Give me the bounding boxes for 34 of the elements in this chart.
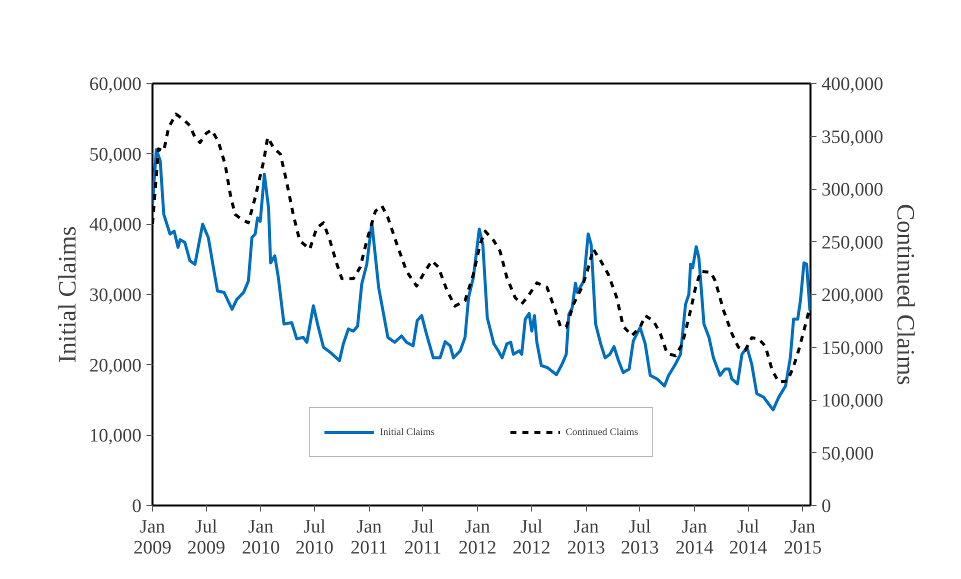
y-tick-label: 10,000 bbox=[89, 426, 142, 447]
y-tick-label: 20,000 bbox=[89, 355, 142, 376]
x-tick-label: Jul 2013 bbox=[620, 516, 659, 558]
y-axis-title: Initial Claims bbox=[54, 226, 82, 363]
line-series bbox=[152, 148, 810, 412]
x-tick-label: Jan 2011 bbox=[350, 516, 388, 558]
x-tick-label: Jul 2010 bbox=[296, 516, 334, 558]
x-tick-label: Jan 2013 bbox=[567, 516, 606, 558]
y-tick-label: 30,000 bbox=[89, 285, 142, 306]
x-tick-label: Jul 2012 bbox=[512, 516, 551, 558]
y-tick-label: 0 bbox=[132, 496, 142, 517]
legend-label: Initial Claims bbox=[380, 426, 435, 438]
x-tick-label: Jan 2015 bbox=[784, 516, 822, 558]
y2-tick-label: 250,000 bbox=[822, 232, 884, 254]
legend-label: Continued Claims bbox=[566, 426, 638, 438]
y2-axis-title: Continued Claims bbox=[891, 204, 918, 386]
x-tick-label: Jan 2012 bbox=[458, 516, 496, 558]
y2-tick-label: 150,000 bbox=[822, 338, 884, 359]
x-tick-label: Jan 2010 bbox=[242, 516, 280, 558]
x-tick-label: Jan 2014 bbox=[675, 516, 714, 558]
x-tick-label: Jul 2009 bbox=[187, 516, 226, 558]
x-tick-label: Jan 2009 bbox=[134, 516, 172, 558]
y2-tick-label: 50,000 bbox=[822, 443, 874, 464]
x-tick-label: Jul 2011 bbox=[404, 516, 442, 558]
y2-tick-label: 0 bbox=[822, 496, 831, 517]
y-tick-label: 50,000 bbox=[89, 144, 142, 166]
y2-tick-label: 400,000 bbox=[822, 74, 884, 95]
y-tick-label: 40,000 bbox=[89, 214, 142, 236]
y2-tick-label: 350,000 bbox=[822, 126, 884, 148]
y2-tick-label: 100,000 bbox=[822, 390, 884, 412]
x-tick-label: Jul 2014 bbox=[729, 516, 768, 558]
y2-tick-label: 300,000 bbox=[822, 180, 884, 200]
y2-tick-label: 200,000 bbox=[822, 285, 884, 306]
y-tick-label: 60,000 bbox=[89, 74, 142, 95]
